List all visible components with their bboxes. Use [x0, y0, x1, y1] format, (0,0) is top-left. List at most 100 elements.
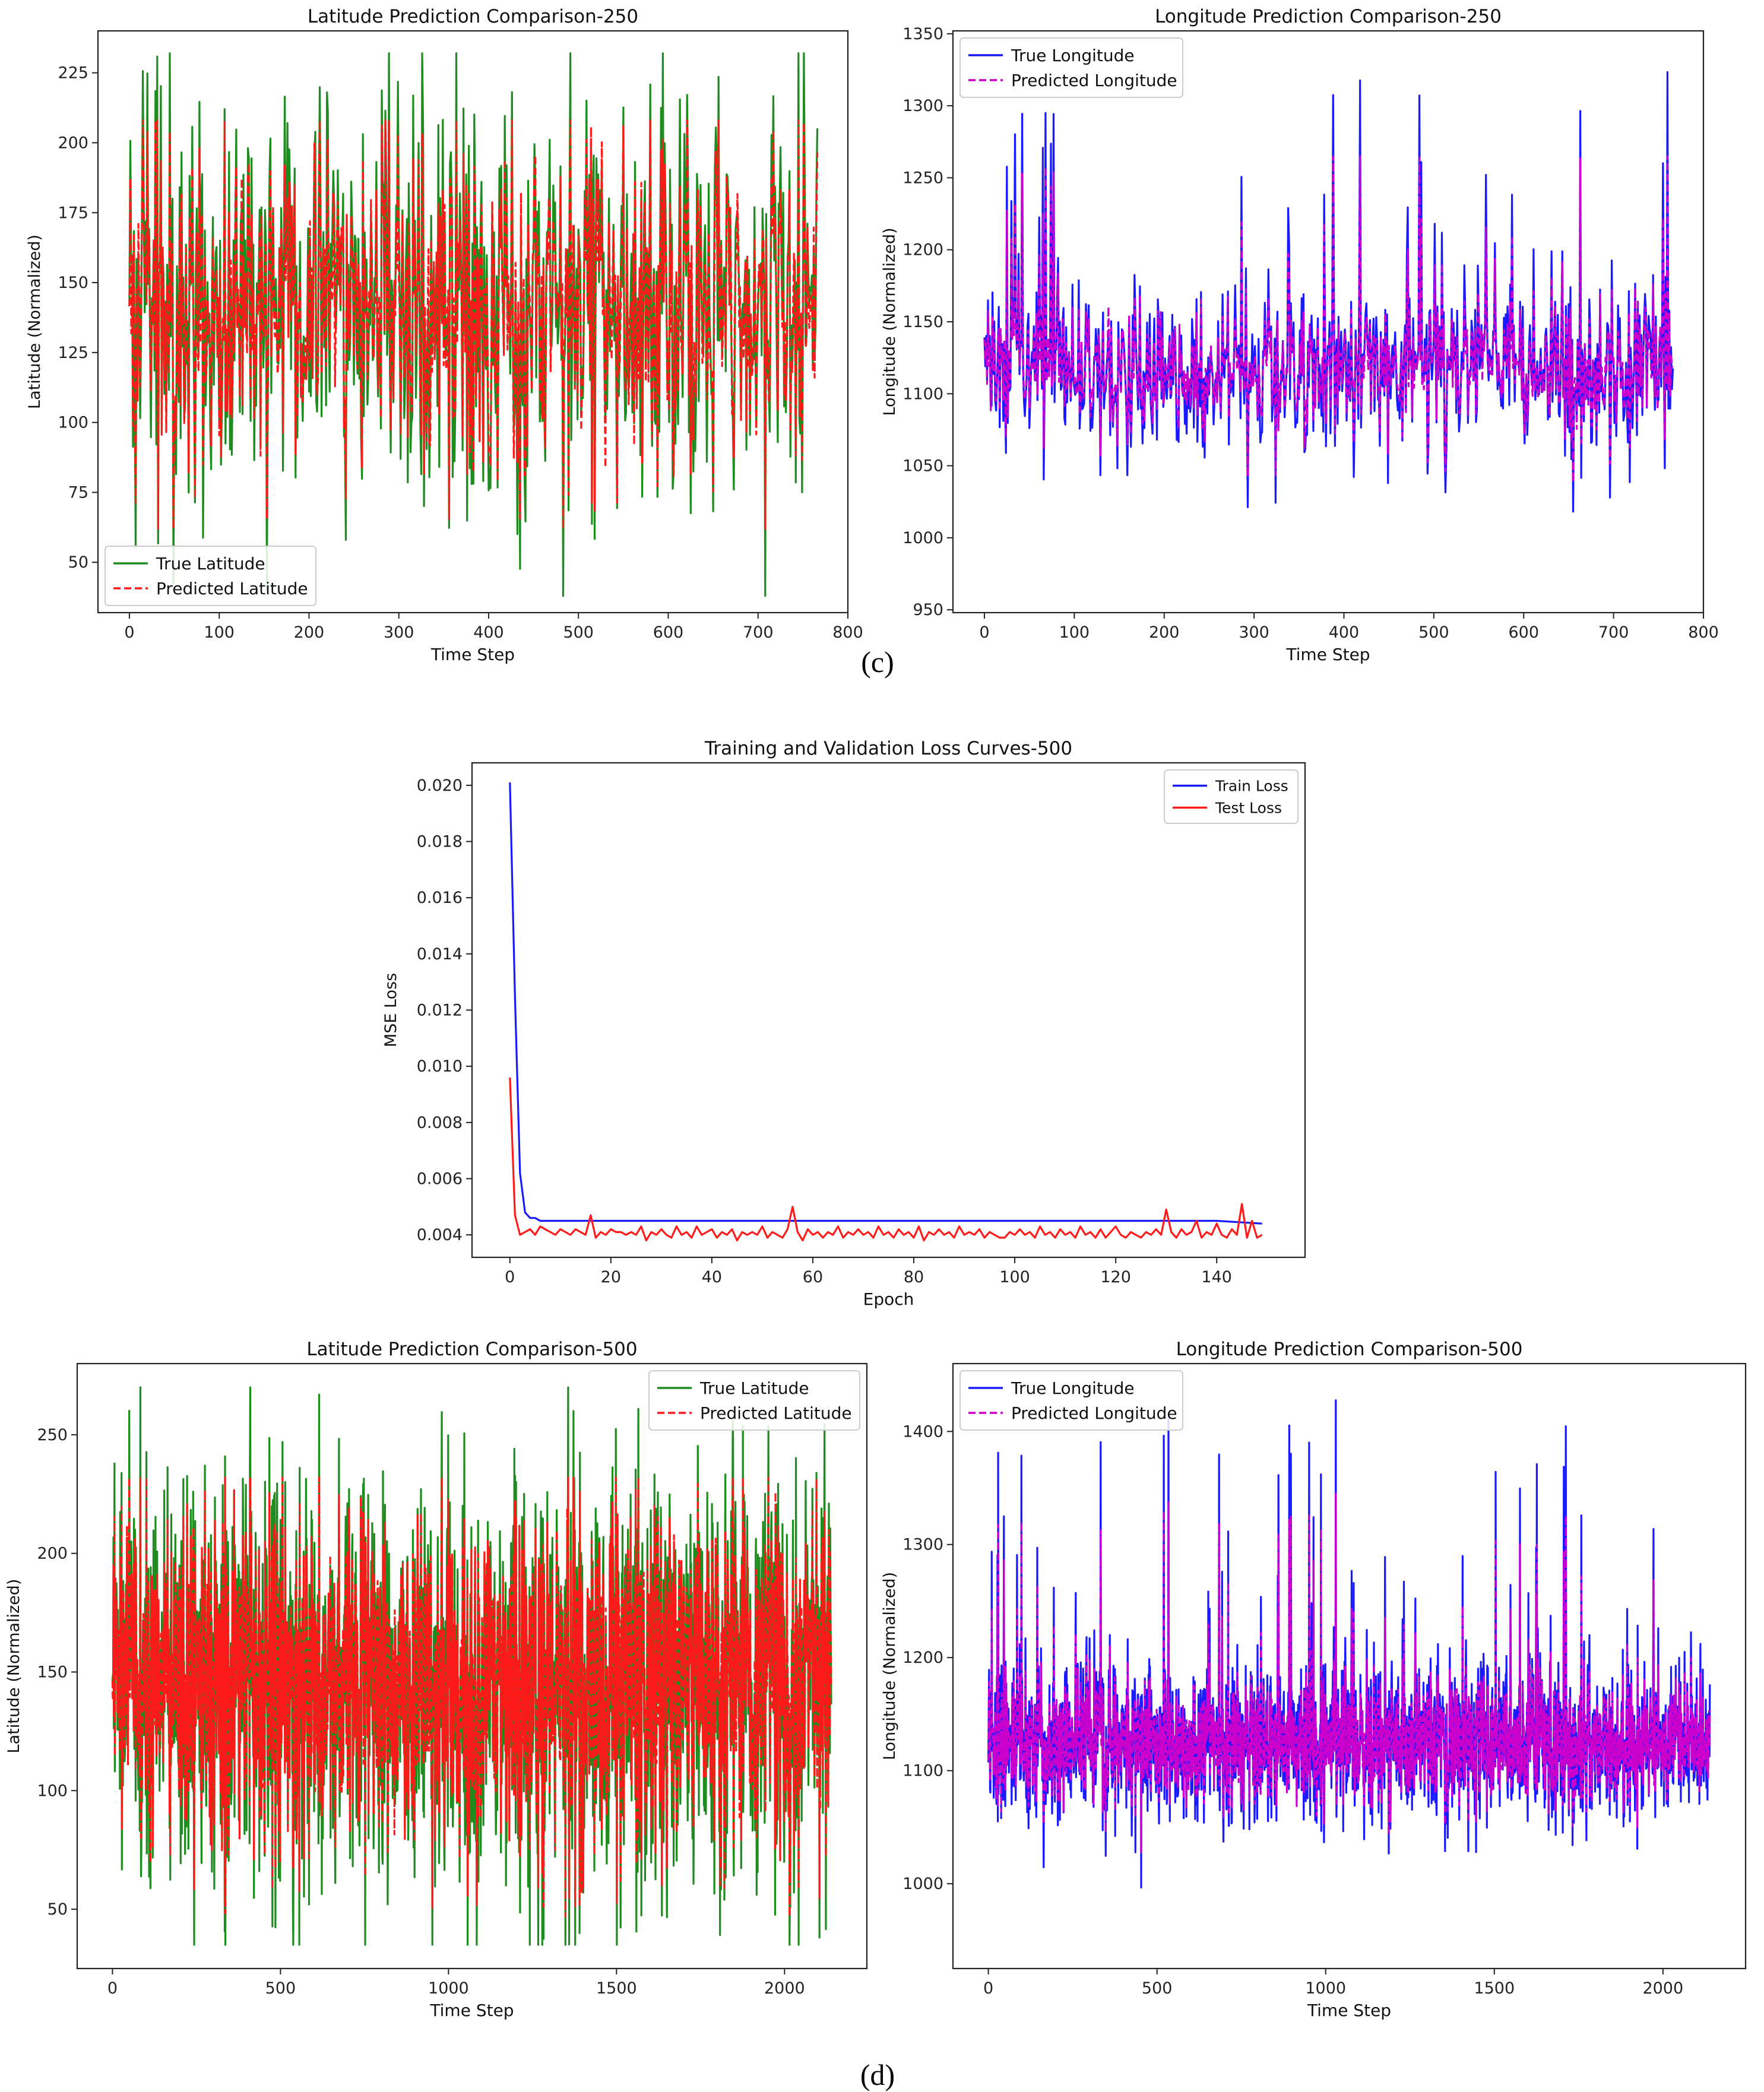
y-tick-label: 0.016: [417, 889, 463, 907]
x-tick-label: 500: [1142, 1979, 1173, 1998]
chart-title: Latitude Prediction Comparison-250: [308, 6, 638, 27]
legend-label: Test Loss: [1215, 799, 1282, 816]
series-line-predicted-longitude: [983, 155, 1674, 483]
series-line-predicted-latitude: [128, 119, 819, 530]
y-axis-label: Latitude (Normalized): [26, 234, 44, 409]
y-tick-label: 50: [68, 553, 88, 572]
x-tick-label: 500: [265, 1979, 296, 1998]
y-tick-label: 1250: [902, 169, 943, 187]
y-tick-label: 175: [58, 204, 88, 222]
plot-frame: [97, 30, 849, 614]
x-tick-label: 1500: [1474, 1979, 1515, 1998]
legend-box: [1164, 769, 1299, 824]
legend-box: [104, 546, 316, 606]
x-tick-label: 120: [1100, 1268, 1131, 1286]
plot-frame: [76, 1362, 868, 1970]
legend-label: True Longitude: [1011, 46, 1135, 65]
y-axis-label: Longitude (Normalized): [881, 1572, 899, 1760]
x-tick-label: 140: [1201, 1268, 1232, 1286]
y-tick-label: 1150: [902, 313, 943, 331]
y-axis-label: Longitude (Normalized): [881, 227, 899, 416]
x-tick-label: 500: [1418, 623, 1449, 642]
legend: True Latitude Predicted Latitude: [104, 546, 316, 606]
figure-label-d: (d): [860, 2058, 895, 2091]
legend-label: Predicted Longitude: [1011, 71, 1177, 90]
chart-lat250: 0 100 200 300 400 500 600 700 800 50 75 100 125 150 17…: [26, 6, 863, 664]
chart-title: Longitude Prediction Comparison-250: [1155, 6, 1502, 27]
x-tick-label: 1000: [428, 1979, 469, 1998]
series-line-train-loss: [509, 782, 1262, 1225]
legend-label: Predicted Latitude: [156, 579, 308, 598]
legend: Train Loss Test Loss: [1164, 769, 1299, 824]
legend-box: [959, 1370, 1183, 1431]
y-tick-label: 100: [58, 414, 88, 432]
x-tick-label: 1500: [596, 1979, 637, 1998]
y-tick-label: 1200: [902, 241, 943, 259]
y-tick-label: 1100: [902, 385, 943, 403]
chart-title: Latitude Prediction Comparison-500: [306, 1339, 637, 1360]
series-group: [128, 52, 819, 597]
y-tick-label: 1350: [902, 25, 943, 43]
y-tick-label: 125: [58, 344, 88, 362]
y-tick-label: 1300: [902, 97, 943, 115]
series-group: [111, 1386, 832, 1946]
x-tick-label: 700: [743, 623, 774, 642]
x-tick-label: 100: [1059, 623, 1090, 642]
y-tick-label: 200: [37, 1545, 68, 1563]
x-axis-label: Epoch: [863, 1289, 914, 1309]
x-tick-label: 700: [1598, 623, 1629, 642]
legend-box: [648, 1370, 860, 1431]
y-tick-label: 1100: [902, 1762, 943, 1780]
x-tick-label: 0: [979, 623, 989, 642]
x-axis-label: Time Step: [1307, 2001, 1391, 2020]
legend-label: Predicted Latitude: [700, 1403, 852, 1423]
x-tick-label: 2000: [764, 1979, 805, 1998]
x-tick-label: 0: [983, 1979, 993, 1998]
y-tick-label: 75: [68, 483, 88, 502]
x-tick-label: 800: [1688, 623, 1719, 642]
chart-lat500: 0 500 1000 1500 2000 50 100 150 200 250 Latitude P…: [5, 1339, 868, 2020]
y-tick-label: 1000: [902, 1875, 943, 1893]
chart-title: Training and Validation Loss Curves-500: [704, 738, 1072, 759]
legend-label: True Latitude: [699, 1378, 809, 1398]
x-tick-label: 100: [999, 1268, 1030, 1286]
x-tick-label: 800: [832, 623, 863, 642]
x-tick-label: 20: [601, 1268, 621, 1286]
legend-label: Train Loss: [1215, 777, 1288, 794]
chart-title: Longitude Prediction Comparison-500: [1176, 1339, 1523, 1360]
series-group: [983, 71, 1674, 513]
y-tick-label: 1200: [902, 1649, 943, 1667]
y-tick-label: 0.004: [417, 1226, 463, 1244]
x-axis-label: Time Step: [430, 645, 515, 664]
series-group: [509, 782, 1263, 1242]
y-tick-label: 950: [913, 601, 943, 619]
x-axis-label: Time Step: [1285, 645, 1370, 664]
x-tick-label: 0: [124, 623, 134, 642]
legend-label: True Longitude: [1011, 1378, 1135, 1398]
x-tick-label: 600: [1508, 623, 1539, 642]
y-tick-label: 150: [37, 1663, 68, 1681]
y-tick-label: 0.006: [417, 1169, 463, 1188]
legend-label: Predicted Longitude: [1011, 1403, 1177, 1423]
x-tick-label: 400: [1329, 623, 1360, 642]
x-tick-label: 40: [702, 1268, 722, 1286]
y-tick-label: 1300: [902, 1536, 943, 1554]
y-tick-label: 1050: [902, 457, 943, 476]
figure-label-c: (c): [861, 645, 894, 679]
y-tick-label: 50: [47, 1900, 68, 1919]
chart-lon500: 0 500 1000 1500 2000 1000 1100 1200 1300 1400 Long…: [881, 1339, 1747, 2020]
chart-loss500: 0 20 40 60 80 100 120 140 0.004 0.006 0.008 0.010 0.…: [382, 738, 1306, 1309]
series-line-predicted-latitude: [111, 1476, 832, 1917]
y-tick-label: 1400: [902, 1422, 943, 1441]
legend: True Longitude Predicted Longitude: [959, 37, 1183, 98]
y-tick-label: 0.018: [417, 833, 463, 851]
y-tick-label: 0.010: [417, 1057, 463, 1076]
x-tick-label: 60: [803, 1268, 823, 1286]
y-axis-label: MSE Loss: [382, 973, 400, 1047]
y-axis-label: Latitude (Normalized): [5, 1579, 23, 1754]
plot-frame: [952, 1362, 1747, 1970]
y-tick-label: 0.012: [417, 1001, 463, 1020]
y-tick-label: 250: [37, 1426, 68, 1444]
y-tick-label: 0.008: [417, 1114, 463, 1132]
